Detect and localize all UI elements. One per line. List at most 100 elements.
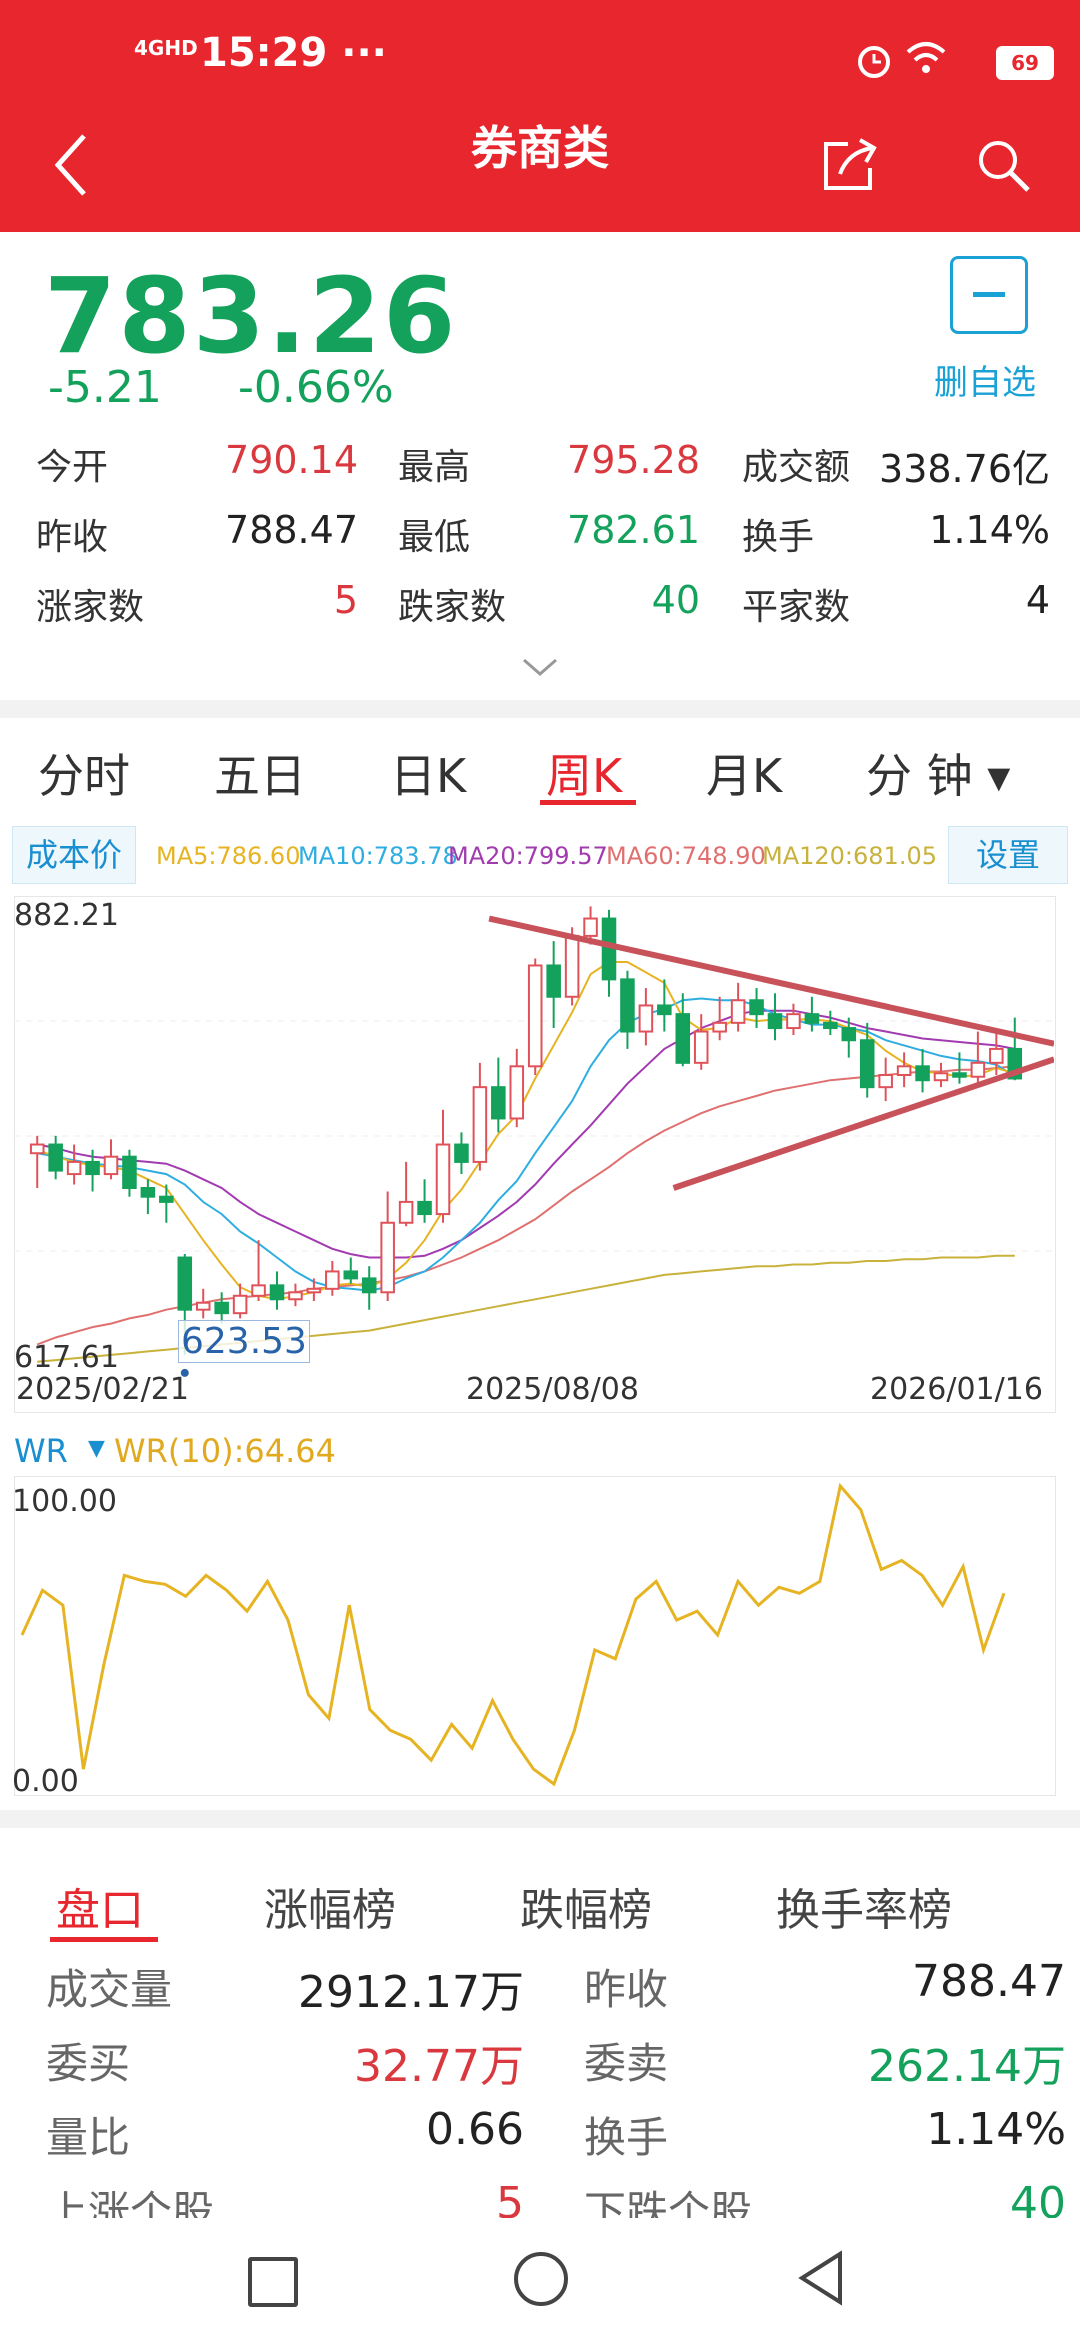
wr-line xyxy=(20,1482,1006,1787)
candle-body xyxy=(730,999,746,1024)
candle-body xyxy=(952,1072,967,1078)
home-button[interactable] xyxy=(514,2252,568,2306)
remove-favorite-button[interactable] xyxy=(950,256,1028,334)
candle-body xyxy=(915,1065,930,1082)
candle-body xyxy=(232,1294,248,1315)
tab-0[interactable]: 分时 xyxy=(38,749,130,803)
panel-value: 40 xyxy=(1010,2178,1066,2218)
candle-body xyxy=(564,934,580,998)
ma-label: MA5:786.60 xyxy=(156,842,301,870)
candle-body xyxy=(527,964,543,1068)
caret-down-icon[interactable]: ▼ xyxy=(88,1436,105,1461)
candle-body xyxy=(66,1160,82,1176)
candle-body xyxy=(361,1277,377,1294)
tab-4[interactable]: 月K xyxy=(706,749,783,803)
stat-value: 795.28 xyxy=(567,438,700,482)
candle-body xyxy=(933,1072,949,1082)
panel-label: 量比 xyxy=(46,2113,131,2162)
ma-label: MA10:783.78 xyxy=(298,842,458,870)
ma-label: MA20:799.57 xyxy=(448,842,608,870)
candle-body xyxy=(251,1284,266,1297)
wr-value: WR(10):64.64 xyxy=(114,1432,336,1470)
remove-favorite-label[interactable]: 删自选 xyxy=(934,363,1036,403)
candle-body xyxy=(841,1027,857,1042)
stat-label: 成交额 xyxy=(742,447,851,488)
x-axis-label: 2026/01/16 xyxy=(870,1372,1043,1407)
candle-body xyxy=(140,1186,156,1198)
active-bottom-tab-underline xyxy=(50,1937,158,1942)
recent-apps-button[interactable] xyxy=(248,2257,298,2307)
candle-body xyxy=(638,1004,654,1033)
back-nav-button[interactable] xyxy=(796,2250,846,2306)
wr-title[interactable]: WR xyxy=(14,1432,68,1470)
ma20-line xyxy=(37,1009,1015,1259)
panel-value: 32.77万 xyxy=(354,2041,524,2092)
page-title: 券商类 xyxy=(471,121,609,175)
candle-body xyxy=(823,1021,838,1030)
candle-body xyxy=(48,1143,63,1172)
candle-body xyxy=(804,1013,820,1024)
candle-body xyxy=(786,1013,801,1030)
candle-body xyxy=(325,1270,340,1290)
kline-chart[interactable] xyxy=(14,896,1054,1411)
candle-body xyxy=(472,1086,488,1163)
tab-2[interactable]: 日K xyxy=(390,749,467,803)
search-icon[interactable] xyxy=(976,138,1032,194)
candle-body xyxy=(620,978,635,1033)
wr-chart[interactable] xyxy=(14,1476,1054,1794)
candle-body xyxy=(85,1160,100,1176)
candle-body xyxy=(859,1039,875,1089)
tab-5[interactable]: 分 钟 ▾ xyxy=(866,749,1011,803)
candle-body xyxy=(693,1030,709,1064)
kline-chart-frame[interactable] xyxy=(14,896,1056,1413)
tab-1[interactable]: 五日 xyxy=(214,749,306,803)
cost-price-button[interactable]: 成本价 xyxy=(12,826,136,884)
stat-label: 昨收 xyxy=(36,517,109,558)
wr-min-label: 0.00 xyxy=(12,1764,79,1799)
low-marker-dot xyxy=(180,1368,189,1377)
candle-body xyxy=(214,1301,229,1315)
battery-indicator: 69 xyxy=(996,46,1054,80)
divider xyxy=(0,1810,1080,1828)
panel-value: 5 xyxy=(496,2178,524,2218)
share-icon[interactable] xyxy=(820,134,880,194)
candle-body xyxy=(989,1047,1004,1064)
top-bar xyxy=(0,0,1080,232)
stat-label: 换手 xyxy=(742,517,815,558)
bottom-tab-3[interactable]: 换手率榜 xyxy=(776,1885,952,1936)
candle-body xyxy=(195,1301,211,1311)
candle-body xyxy=(491,1086,506,1120)
candle-body xyxy=(269,1284,285,1301)
panel-label: 上涨个股 xyxy=(46,2187,215,2218)
stat-label: 平家数 xyxy=(742,587,851,628)
settings-button[interactable]: 设置 xyxy=(948,826,1068,884)
stat-value: 338.76亿 xyxy=(879,447,1050,491)
bottom-tab-1[interactable]: 涨幅榜 xyxy=(264,1885,396,1936)
bottom-tab-2[interactable]: 跌幅榜 xyxy=(520,1885,652,1936)
current-price: 783.26 xyxy=(44,255,458,377)
back-icon[interactable] xyxy=(50,130,90,200)
candle-body xyxy=(454,1143,469,1163)
alarm-icon xyxy=(858,46,890,78)
candle-body xyxy=(546,964,561,998)
low-marker: 623.53 xyxy=(178,1320,310,1363)
panel-label: 委买 xyxy=(46,2039,131,2088)
candle-body xyxy=(343,1270,359,1280)
tab-3[interactable]: 周K xyxy=(546,749,623,803)
ma-label: MA60:748.90 xyxy=(606,842,766,870)
panel-label: 换手 xyxy=(584,2113,669,2162)
trendline-lower xyxy=(672,1056,1054,1191)
stat-value: 790.14 xyxy=(225,438,358,482)
price-change: -5.21 xyxy=(48,362,162,413)
price-change-pct: -0.66% xyxy=(238,362,394,413)
panel-value: 0.66 xyxy=(426,2104,524,2155)
ma-label: MA120:681.05 xyxy=(762,842,937,870)
chevron-down-icon[interactable] xyxy=(520,656,560,680)
panel-value: 2912.17万 xyxy=(298,1967,524,2018)
wr-chart-frame xyxy=(14,1476,1056,1796)
divider xyxy=(0,700,1080,718)
candle-body xyxy=(159,1195,174,1203)
panel-label: 下跌个股 xyxy=(584,2187,753,2218)
wr-max-label: 100.00 xyxy=(12,1484,117,1519)
bottom-tab-0[interactable]: 盘口 xyxy=(56,1885,144,1936)
